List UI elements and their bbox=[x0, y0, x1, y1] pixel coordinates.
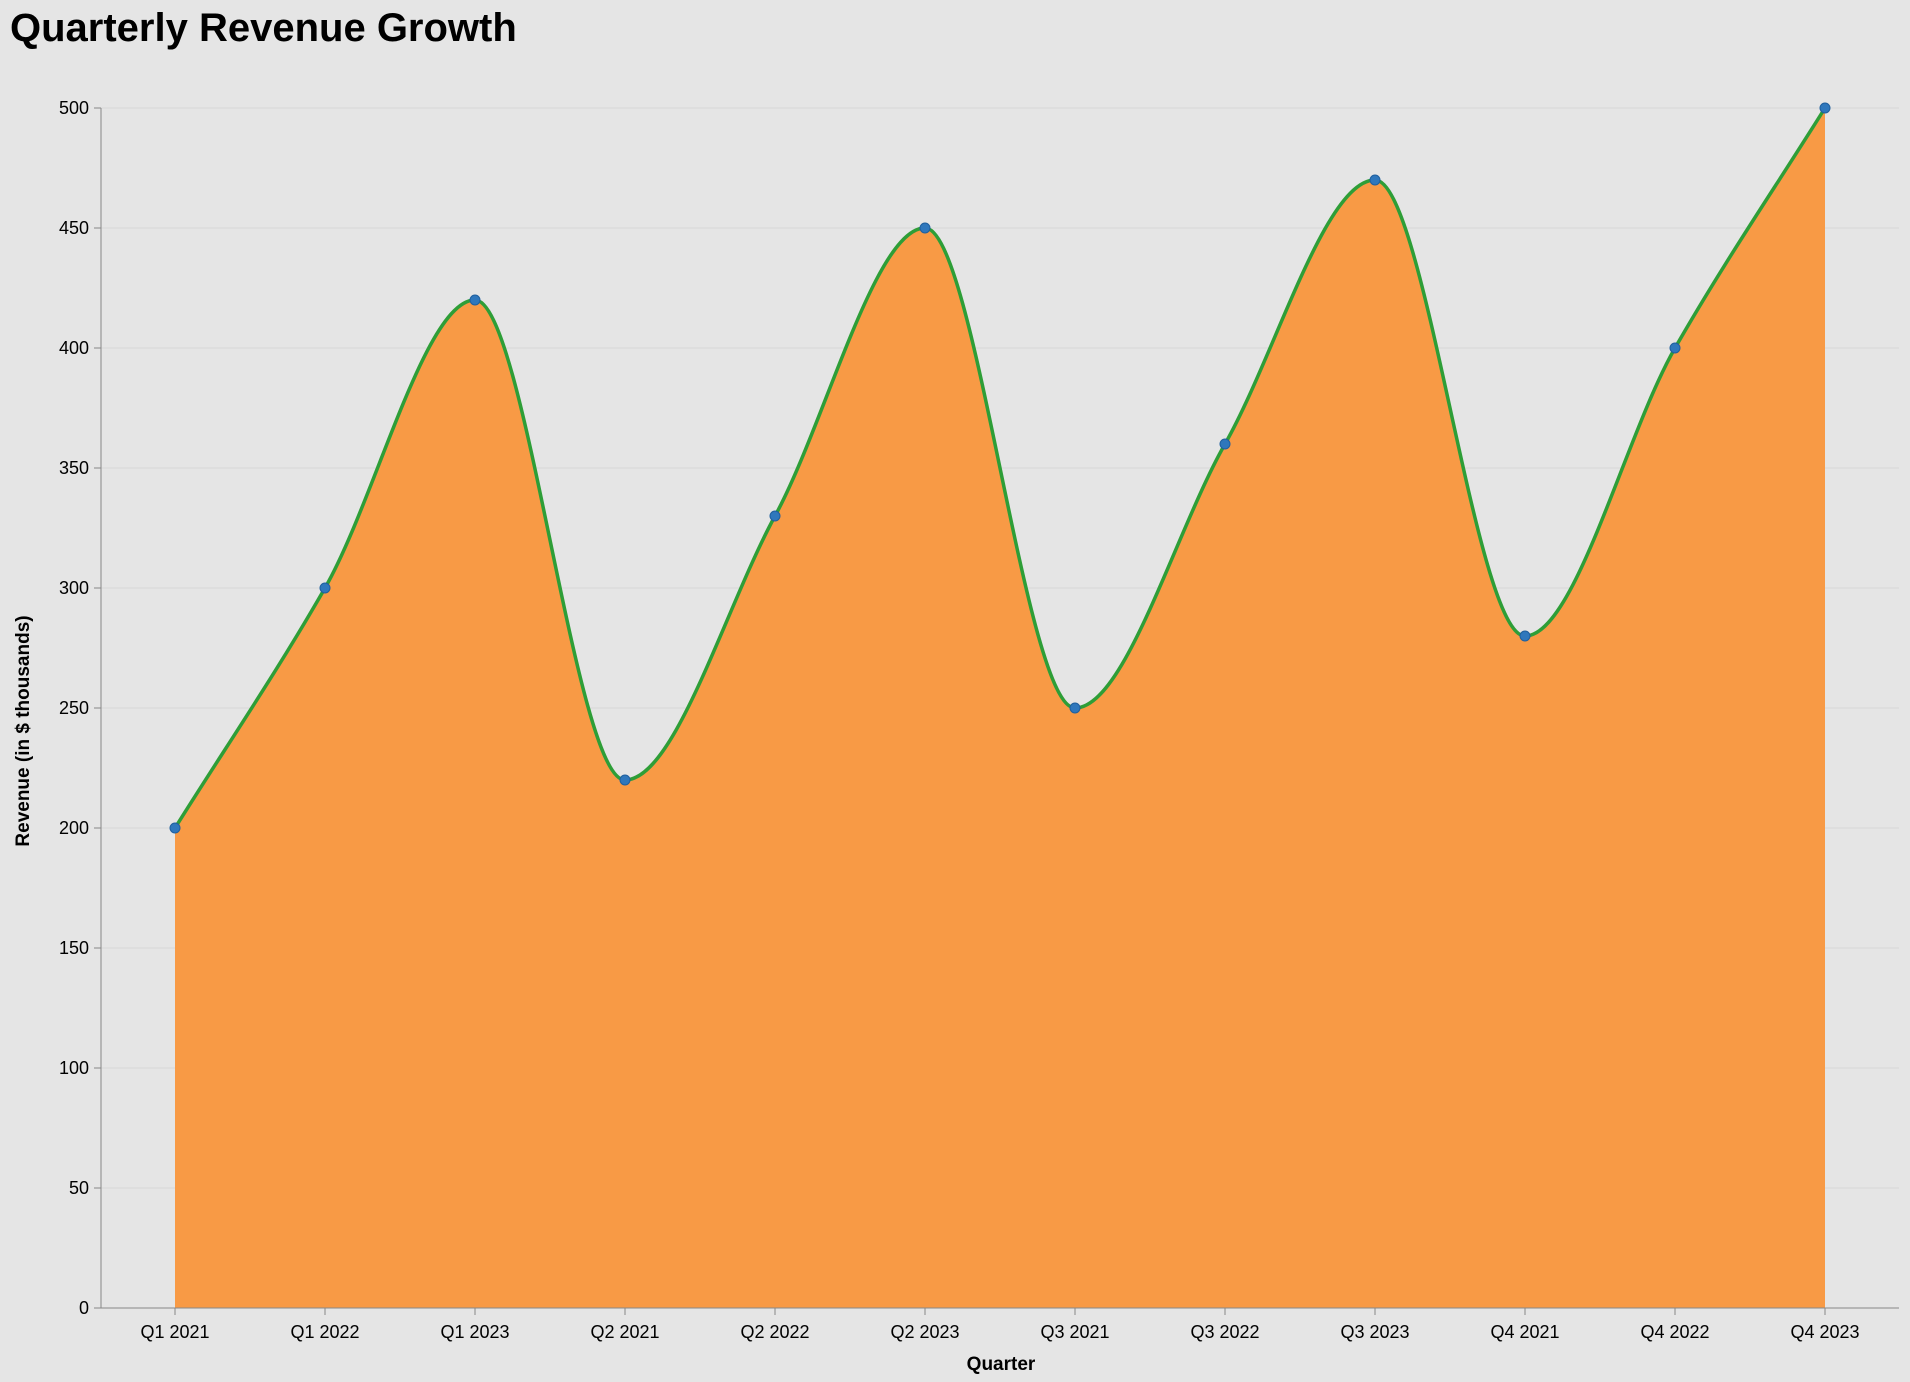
y-tick-label-250: 250 bbox=[59, 698, 89, 718]
y-tick-label-400: 400 bbox=[59, 338, 89, 358]
data-point-q2-2021[interactable] bbox=[619, 774, 631, 786]
data-point-q4-2022[interactable] bbox=[1669, 342, 1681, 354]
x-axis-title: Quarter bbox=[967, 1354, 1036, 1375]
data-point-q2-2022[interactable] bbox=[769, 510, 781, 522]
data-point-q3-2022[interactable] bbox=[1219, 438, 1231, 450]
data-point-q1-2022[interactable] bbox=[319, 582, 331, 594]
x-tick-label-q4-2022: Q4 2022 bbox=[1640, 1322, 1709, 1342]
y-tick-label-100: 100 bbox=[59, 1058, 89, 1078]
revenue-area bbox=[175, 108, 1825, 1308]
x-tick-label-q2-2023: Q2 2023 bbox=[890, 1322, 959, 1342]
data-point-q4-2021[interactable] bbox=[1519, 630, 1531, 642]
data-point-q4-2023[interactable] bbox=[1819, 102, 1831, 114]
x-tick-label-q1-2023: Q1 2023 bbox=[440, 1322, 509, 1342]
data-point-q1-2023[interactable] bbox=[469, 294, 481, 306]
x-tick-label-q3-2022: Q3 2022 bbox=[1190, 1322, 1259, 1342]
x-tick-label-q4-2023: Q4 2023 bbox=[1790, 1322, 1859, 1342]
y-tick-label-450: 450 bbox=[59, 218, 89, 238]
y-tick-label-350: 350 bbox=[59, 458, 89, 478]
chart-title: Quarterly Revenue Growth bbox=[10, 6, 517, 50]
x-tick-label-q1-2022: Q1 2022 bbox=[290, 1322, 359, 1342]
y-tick-label-300: 300 bbox=[59, 578, 89, 598]
data-point-q3-2021[interactable] bbox=[1069, 702, 1081, 714]
data-point-q3-2023[interactable] bbox=[1369, 174, 1381, 186]
y-axis-title: Revenue (in $ thousands) bbox=[13, 615, 34, 846]
y-tick-label-500: 500 bbox=[59, 98, 89, 118]
y-tick-label-50: 50 bbox=[69, 1178, 89, 1198]
y-tick-label-150: 150 bbox=[59, 938, 89, 958]
x-tick-label-q3-2021: Q3 2021 bbox=[1040, 1322, 1109, 1342]
x-tick-label-q3-2023: Q3 2023 bbox=[1340, 1322, 1409, 1342]
x-tick-label-q1-2021: Q1 2021 bbox=[140, 1322, 209, 1342]
y-tick-label-0: 0 bbox=[79, 1298, 89, 1318]
axes: 0 50 100 150 200 250 300 350 400 450 500 Q1 2021 Q1 … bbox=[59, 98, 1899, 1342]
data-points bbox=[169, 102, 1831, 834]
y-tick-label-200: 200 bbox=[59, 818, 89, 838]
data-point-q2-2023[interactable] bbox=[919, 222, 931, 234]
data-point-q1-2021[interactable] bbox=[169, 822, 181, 834]
x-tick-label-q4-2021: Q4 2021 bbox=[1490, 1322, 1559, 1342]
x-tick-label-q2-2022: Q2 2022 bbox=[740, 1322, 809, 1342]
x-tick-label-q2-2021: Q2 2021 bbox=[590, 1322, 659, 1342]
